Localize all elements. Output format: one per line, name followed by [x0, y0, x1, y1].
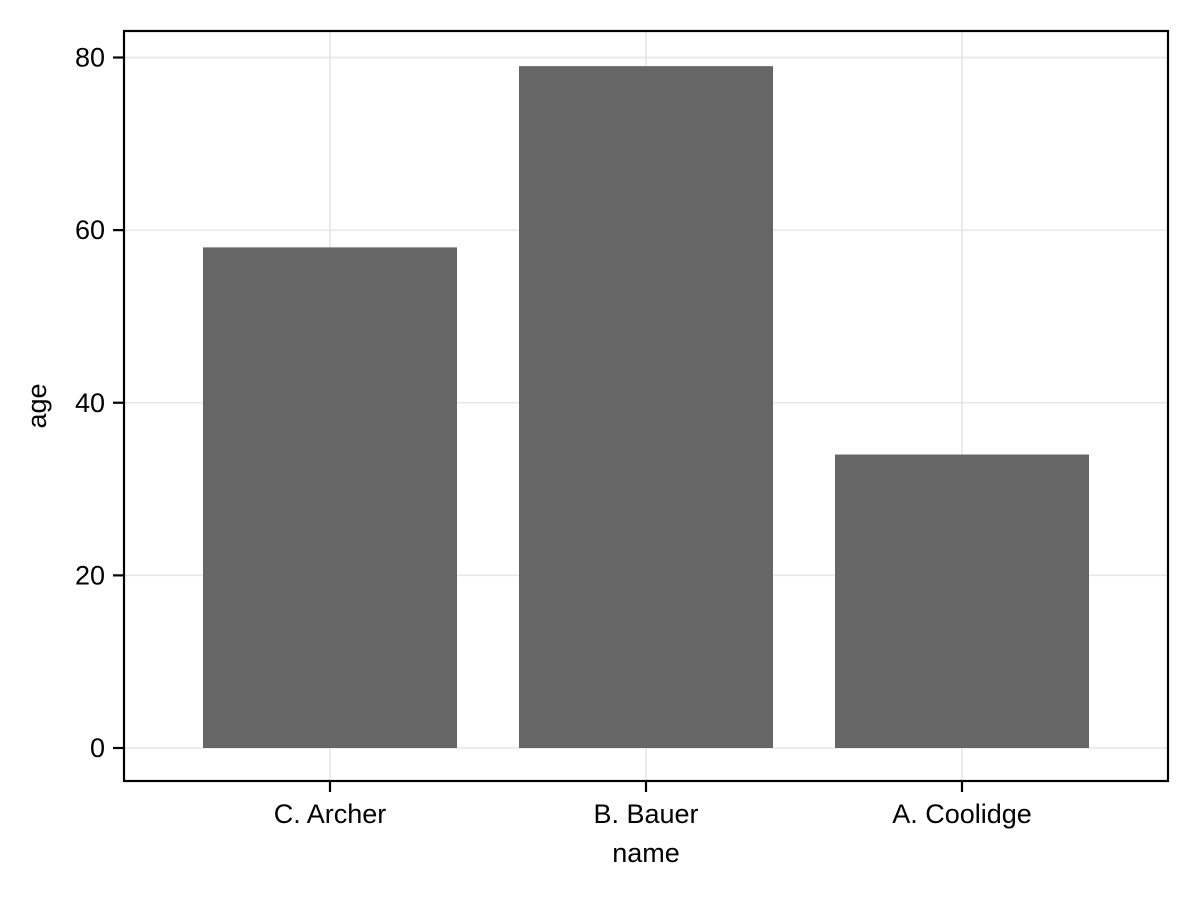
y-tick-label: 40: [75, 388, 105, 418]
x-tick-label: B. Bauer: [593, 799, 698, 829]
y-tick-label: 80: [75, 43, 105, 73]
y-tick-label: 20: [75, 560, 105, 590]
y-axis-title: age: [22, 383, 52, 428]
x-axis-title: name: [612, 838, 680, 868]
x-tick-label: C. Archer: [274, 799, 387, 829]
bar: [203, 247, 457, 748]
x-tick-label: A. Coolidge: [892, 799, 1032, 829]
bar: [835, 454, 1089, 748]
tick-label-layer: 0 20 40 60 80 C. Archer B. Bauer A. Coolidge: [75, 43, 1032, 830]
bar: [519, 66, 773, 749]
y-tick-label: 0: [90, 733, 105, 763]
tick-mark-layer: [113, 56, 964, 792]
y-tick-label: 60: [75, 215, 105, 245]
bars-layer: [203, 66, 1089, 749]
